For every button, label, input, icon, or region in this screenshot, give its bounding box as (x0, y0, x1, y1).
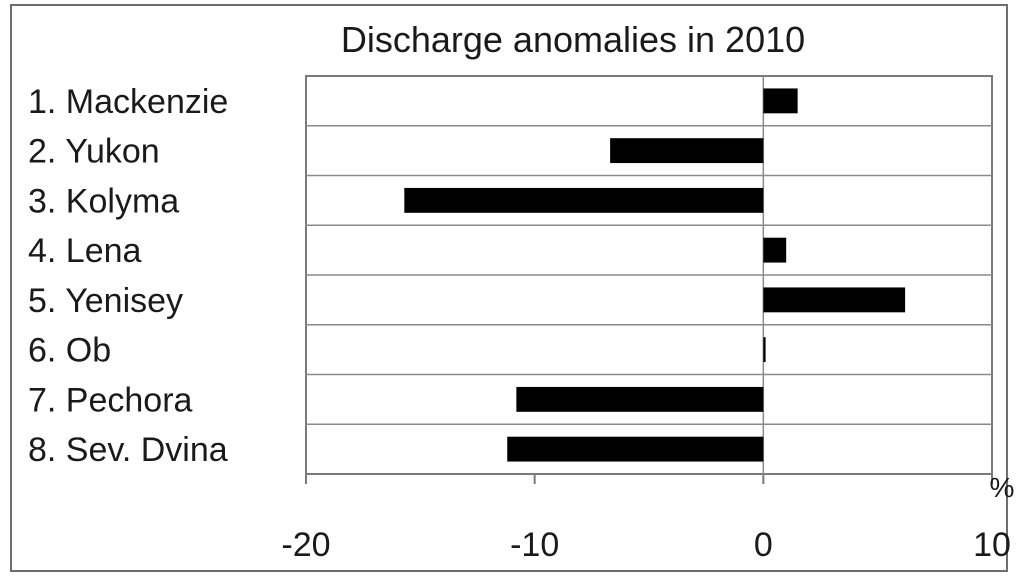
category-labels: 1. Mackenzie 2. Yukon 3. Kolyma 4. Lena 5. Y… (28, 83, 228, 469)
x-axis-unit-label: % (990, 472, 1015, 503)
plot-area (305, 75, 993, 475)
x-tick-label: -10 (510, 526, 559, 564)
category-label: 1. Mackenzie (28, 83, 228, 121)
bar (516, 386, 764, 412)
bar (763, 337, 766, 363)
category-label: 5. Yenisey (28, 282, 183, 320)
x-tick-label: 10 (973, 526, 1011, 564)
bar (610, 138, 764, 164)
x-tick-label: 0 (754, 526, 773, 564)
x-tick-label: -20 (281, 526, 330, 564)
category-label: 3. Kolyma (28, 182, 179, 220)
category-label: 7. Pechora (28, 381, 193, 419)
x-axis: -20 -10 0 10 (281, 474, 1011, 564)
chart-title: Discharge anomalies in 2010 (341, 19, 805, 60)
chart-frame (10, 4, 1008, 572)
category-label: 4. Lena (28, 232, 142, 270)
bar (507, 436, 764, 462)
bar (404, 187, 764, 213)
bars (404, 88, 906, 462)
category-label: 2. Yukon (28, 133, 160, 171)
category-label: 8. Sev. Dvina (28, 431, 228, 469)
bar (763, 237, 787, 263)
bar (763, 88, 798, 114)
category-label: 6. Ob (28, 332, 111, 370)
bar (763, 287, 906, 313)
